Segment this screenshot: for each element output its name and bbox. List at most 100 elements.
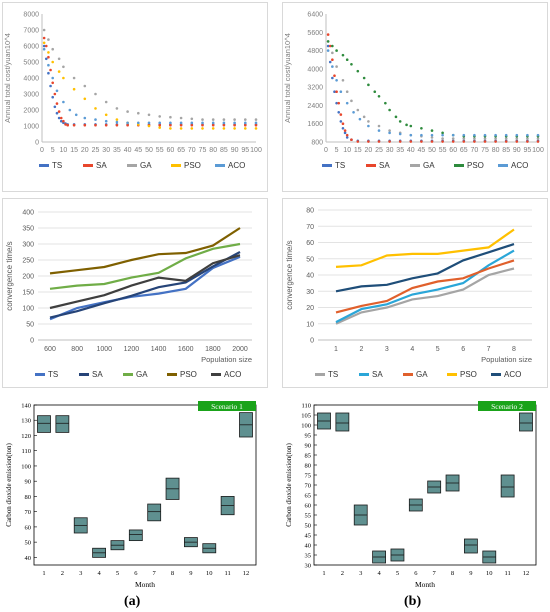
cost-b-point-ga bbox=[451, 137, 455, 140]
cost-a-point-ga bbox=[169, 115, 172, 119]
conv-b-legend-swatch-ts bbox=[315, 373, 325, 376]
co2-b-y-tick: 65 bbox=[305, 493, 312, 500]
cost-a-point-ga bbox=[42, 28, 46, 32]
cost-a-point-aco bbox=[158, 121, 161, 125]
conv-a-series-ga bbox=[49, 242, 241, 290]
cost-a-point-aco bbox=[115, 120, 119, 124]
cost-a-point-aco bbox=[47, 63, 50, 67]
conv-b-y-tick: 30 bbox=[306, 289, 314, 296]
cost-b-point-pso bbox=[430, 129, 434, 132]
co2-chart-a: 40 50 60 70 80 90 100 110 120 130 140 1 2 3 4 5 6 7 8 9 10 11… bbox=[2, 393, 268, 593]
co2-b-box-month-12 bbox=[519, 412, 533, 432]
cost-b-x-tick: 15 bbox=[354, 147, 362, 154]
cost-b-frame bbox=[282, 2, 548, 192]
conv-a-y-label: convergence time/s bbox=[5, 241, 14, 310]
cost-a-y-tick: 0 bbox=[35, 140, 39, 147]
cost-b-point-sa bbox=[515, 140, 519, 143]
convergence-chart-a-svg: 0 50 100 150 200 250 300 350 400 600 800 1000 1200 14… bbox=[2, 198, 268, 388]
co2-b-box-month-11 bbox=[500, 474, 515, 498]
conv-a-legend-swatch-aco bbox=[211, 373, 221, 376]
cost-b-point-aco bbox=[409, 133, 413, 137]
conv-b-legend-swatch-sa bbox=[359, 373, 369, 376]
conv-b-y-label: convergence time/s bbox=[285, 240, 294, 309]
cost-b-point-aco bbox=[326, 49, 330, 52]
cost-b-point-sa bbox=[350, 138, 353, 142]
cost-b-legend-swatch-sa bbox=[366, 164, 376, 167]
cost-b-x-tick: 65 bbox=[460, 147, 468, 154]
conv-b-y-tick: 0 bbox=[310, 338, 314, 345]
cost-a-y-tick: 6000 bbox=[23, 44, 39, 51]
cost-a-point-sa bbox=[126, 123, 129, 127]
cost-b-point-sa bbox=[441, 140, 444, 143]
cost-b-point-pso bbox=[384, 101, 387, 105]
co2-a-y-tick: 140 bbox=[21, 403, 31, 410]
cost-b-point-sa bbox=[526, 140, 529, 143]
cost-a-legend-swatch-aco bbox=[215, 164, 225, 167]
conv-a-legend-swatch-ga bbox=[123, 373, 133, 376]
cost-a-point-aco bbox=[233, 121, 236, 125]
cost-a-point-ga bbox=[158, 115, 161, 118]
cost-b-point-sa bbox=[451, 140, 455, 143]
conv-a-frame bbox=[2, 198, 268, 388]
cost-a-legend-swatch-pso bbox=[171, 164, 181, 167]
cost-a-point-ga bbox=[94, 92, 97, 96]
cost-a-point-pso bbox=[94, 107, 97, 110]
cost-a-point-ts bbox=[51, 95, 54, 99]
cost-a-point-ga bbox=[72, 76, 76, 80]
cost-b-point-ga bbox=[331, 51, 334, 55]
cost-a-legend-swatch-ts bbox=[39, 164, 49, 167]
cost-a-point-pso bbox=[57, 70, 61, 73]
cost-b-point-pso bbox=[441, 131, 444, 135]
convergence-chart-a: 0 50 100 150 200 250 300 350 400 600 800 1000 1200 14… bbox=[2, 198, 268, 388]
cost-b-x-tick: 55 bbox=[439, 147, 447, 154]
cost-a-point-sa bbox=[49, 68, 52, 72]
cost-b-point-pso bbox=[356, 69, 360, 73]
cost-b-point-ts bbox=[341, 126, 345, 130]
cost-a-point-aco bbox=[137, 121, 140, 125]
cost-a-y-tick: 7000 bbox=[23, 28, 39, 35]
co2-a-x-tick: 1 bbox=[42, 570, 45, 577]
co2-b-y-tick: 80 bbox=[305, 463, 312, 470]
co2-b-badge-bg bbox=[478, 401, 536, 411]
co2-a-box-month-6 bbox=[128, 529, 143, 542]
cost-a-point-ga bbox=[62, 65, 65, 69]
cost-a-point-aco bbox=[201, 121, 204, 125]
conv-a-legend-swatch-pso bbox=[167, 373, 177, 376]
co2-b-y-tick: 45 bbox=[305, 533, 312, 540]
cost-a-point-pso bbox=[179, 127, 183, 130]
cost-b-point-ga bbox=[341, 78, 345, 82]
co2-b-y-tick: 55 bbox=[305, 513, 312, 520]
conv-a-legend-label-pso: PSO bbox=[180, 370, 197, 379]
cost-a-point-aco bbox=[55, 89, 59, 93]
cost-a-point-aco bbox=[147, 121, 151, 125]
conv-b-legend-label-pso: PSO bbox=[460, 370, 477, 379]
conv-a-y-tick: 100 bbox=[22, 306, 34, 313]
cost-b-point-ga bbox=[430, 136, 434, 139]
cost-b-point-sa bbox=[473, 140, 476, 143]
cost-a-y-tick: 2000 bbox=[23, 108, 39, 115]
cost-a-point-sa bbox=[254, 123, 258, 127]
conv-a-y-tick: 0 bbox=[30, 338, 34, 345]
cost-b-point-aco bbox=[494, 133, 497, 137]
conv-a-x-label: Population size bbox=[201, 355, 252, 364]
cost-b-point-ga bbox=[388, 129, 391, 132]
co2-a-y-tick: 130 bbox=[21, 418, 31, 425]
cost-b-point-ga bbox=[473, 137, 476, 140]
cost-b-point-sa bbox=[388, 140, 391, 143]
cost-a-point-aco bbox=[211, 121, 215, 125]
co2-a-plot-frame bbox=[33, 404, 257, 566]
cost-a-point-aco bbox=[222, 121, 226, 125]
cost-b-point-ts bbox=[343, 131, 347, 135]
cost-a-legend-label-aco: ACO bbox=[228, 161, 245, 170]
cost-b-point-pso bbox=[420, 126, 423, 130]
cost-b-point-aco bbox=[504, 133, 508, 137]
cost-chart-a: 0 1000 2000 3000 4000 5000 6000 7000 8000 0 5 10 15 2… bbox=[2, 2, 268, 192]
cost-a-x-tick: 40 bbox=[124, 147, 132, 154]
co2-b-x-tick: 10 bbox=[486, 570, 493, 577]
conv-b-y-tick: 40 bbox=[306, 273, 314, 280]
cost-a-point-pso bbox=[104, 113, 108, 117]
cost-b-y-tick: 2400 bbox=[307, 103, 323, 110]
conv-a-series-aco bbox=[49, 254, 241, 310]
cost-b-point-sa bbox=[341, 122, 345, 126]
